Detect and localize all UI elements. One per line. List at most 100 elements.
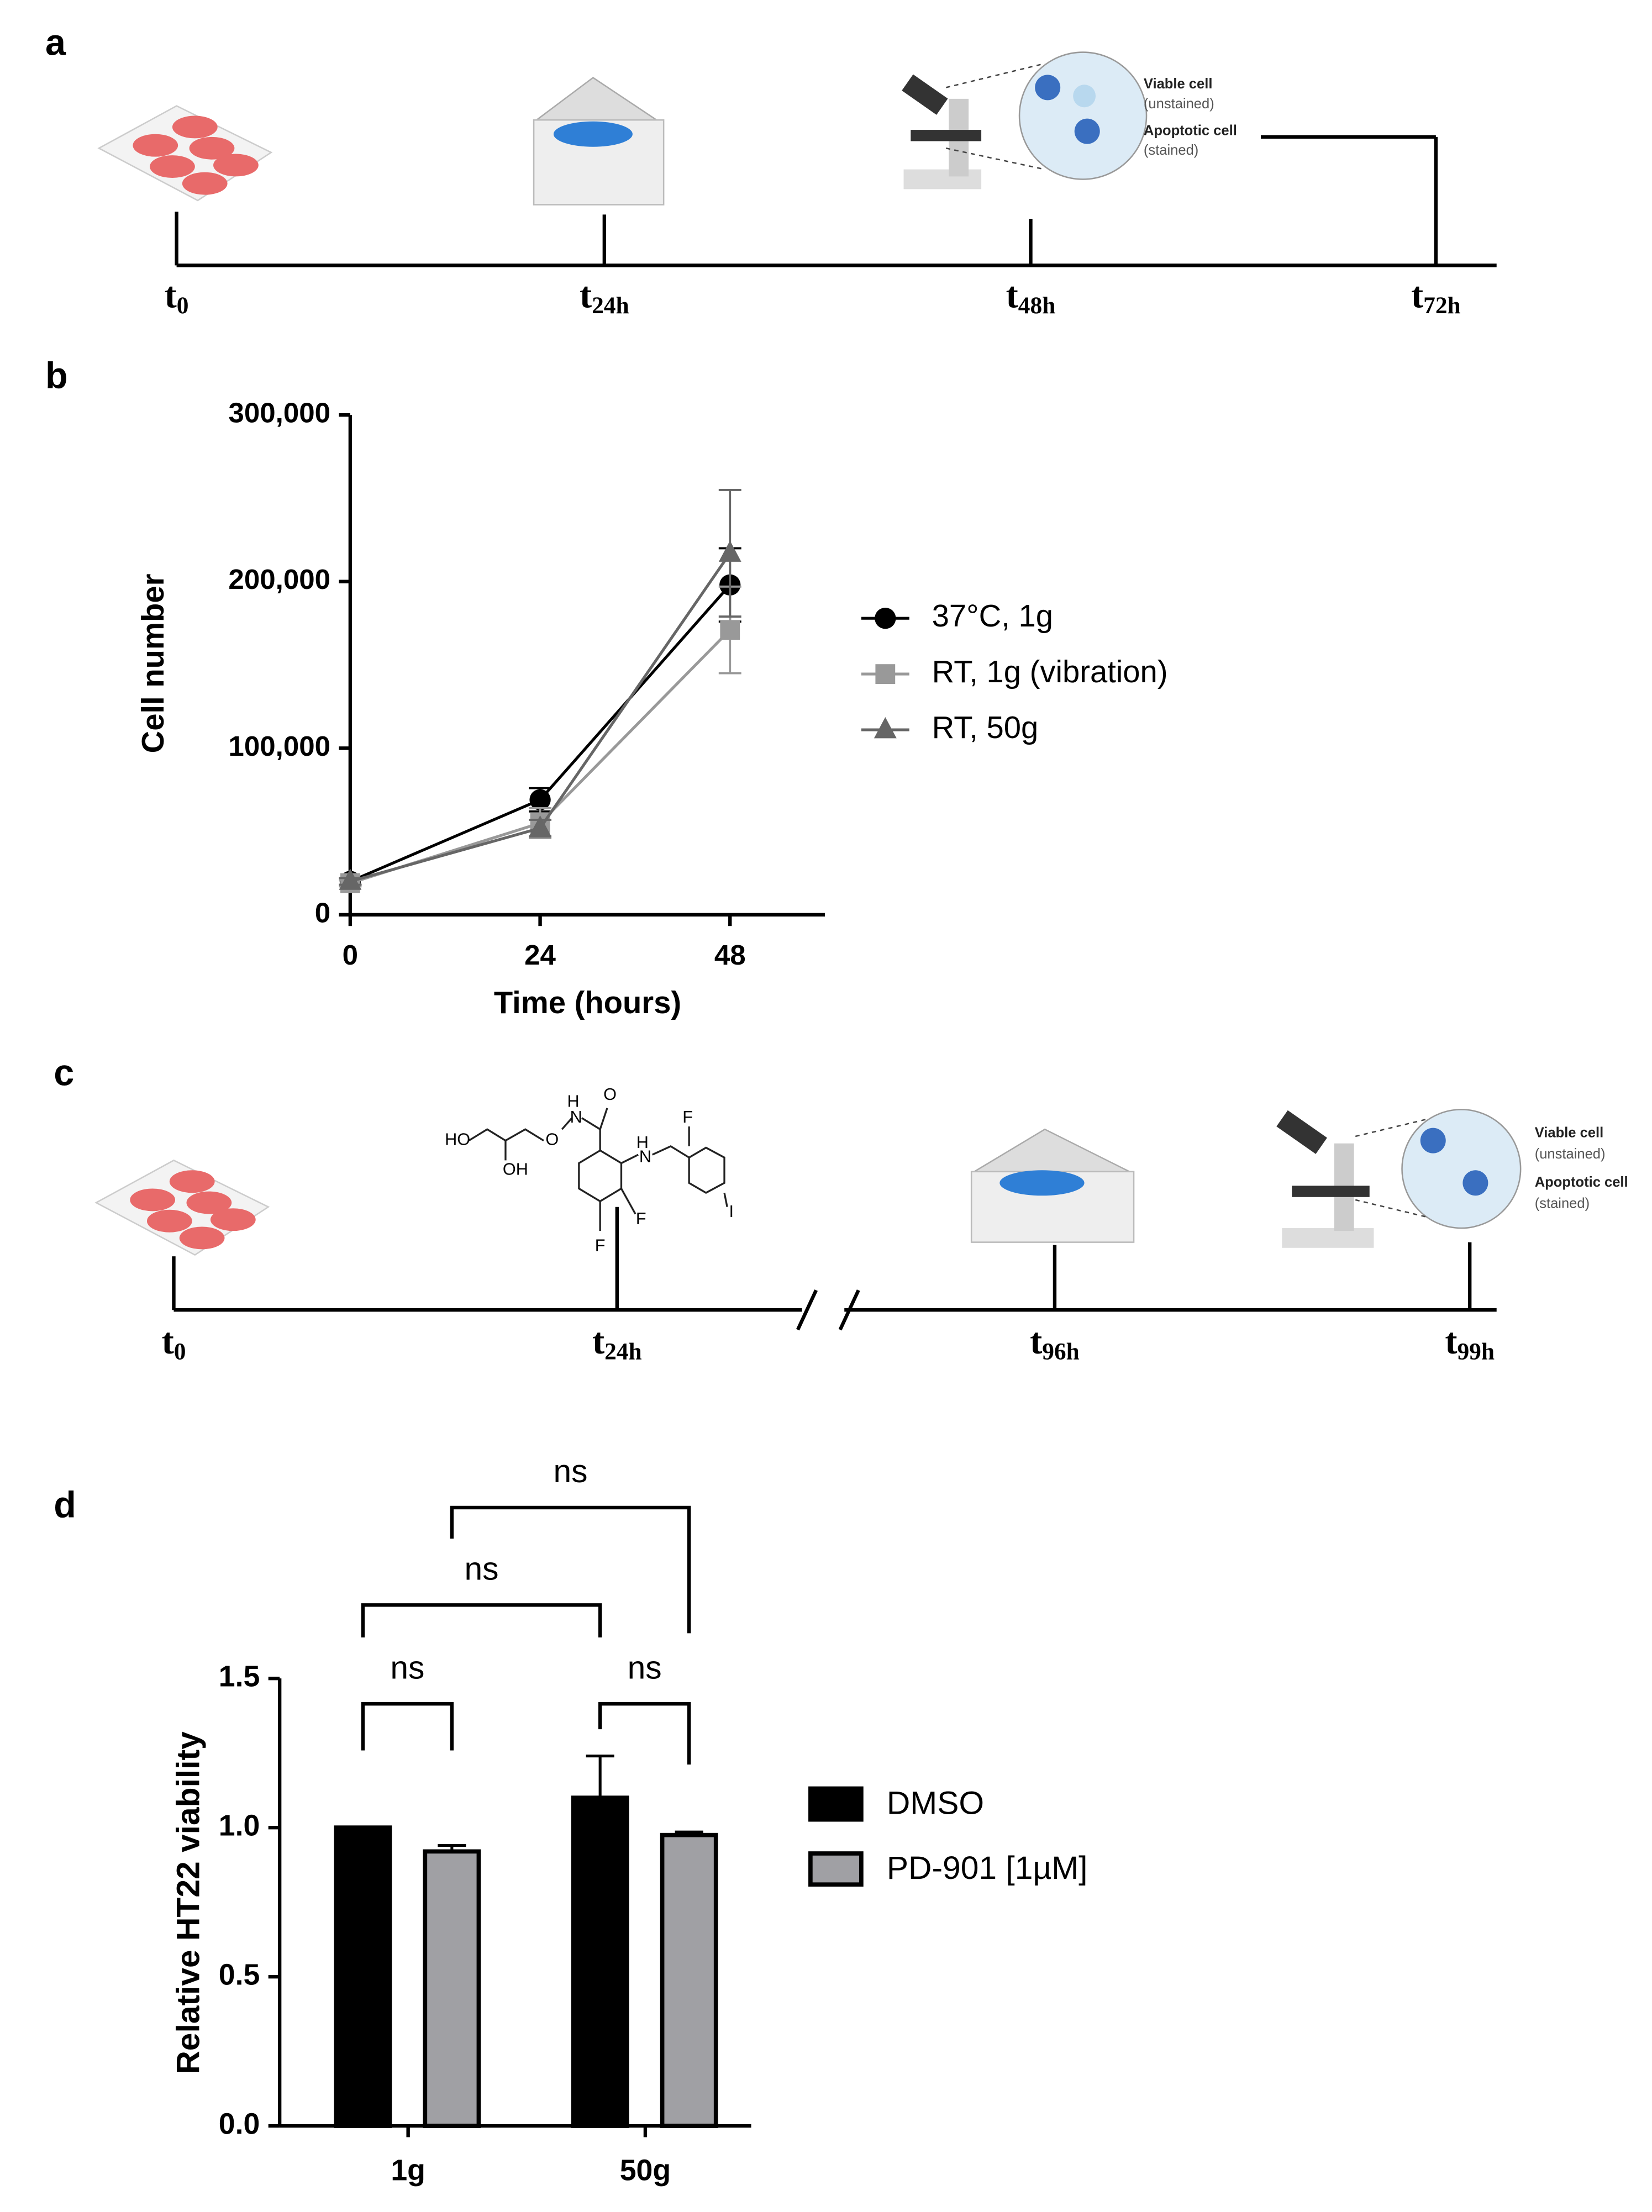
legend-label: DMSO (887, 1786, 984, 1821)
axis-break (838, 1289, 860, 1331)
marker (529, 789, 551, 810)
marker (720, 620, 740, 640)
atom-label: OH (503, 1160, 528, 1178)
label-base: t (162, 1321, 174, 1362)
callout-text: Apoptotic cell (1535, 1175, 1628, 1190)
callout-text: Apoptotic cell (1144, 123, 1237, 138)
bar (423, 1849, 481, 2128)
marker (339, 868, 362, 890)
marker (529, 815, 552, 837)
label-base: t (1411, 276, 1423, 316)
atom-label: F (636, 1209, 646, 1228)
significance-label: ns (628, 1650, 662, 1686)
timeline-label: t24h (592, 1321, 642, 1365)
zoom-line (1355, 1199, 1427, 1218)
label-base: t (580, 276, 592, 316)
atom-label: H (567, 1092, 580, 1111)
x-tick-label: 50g (620, 2154, 671, 2187)
significance-bracket (450, 1505, 691, 1634)
timeline-label: t96h (1030, 1321, 1080, 1365)
y-axis-label: Cell number (135, 573, 170, 753)
x-tick-label: 48 (714, 939, 746, 971)
label-sub: 0 (177, 292, 189, 319)
label-sub: 96h (1042, 1338, 1080, 1365)
significance-bracket (598, 1702, 691, 1765)
y-tick-label: 1.0 (219, 1809, 260, 1842)
significance-label: ns (390, 1650, 424, 1686)
zoom-line (945, 62, 1045, 88)
x-tick-label: 24 (524, 939, 556, 971)
x-axis-label: Time (hours) (494, 985, 681, 1020)
marker (718, 540, 741, 562)
label-sub: 99h (1457, 1338, 1495, 1365)
legend-swatch (808, 1851, 864, 1887)
legend-marker (875, 608, 896, 629)
atom-label: H (636, 1133, 649, 1152)
bar (571, 1795, 629, 2128)
legend-marker (875, 664, 896, 684)
legend-marker (874, 717, 897, 739)
timeline-label: t24h (580, 276, 629, 319)
label-base: t (1006, 276, 1018, 316)
cell (1035, 75, 1061, 101)
cell-view (1018, 51, 1148, 180)
panel-label: b (45, 355, 68, 396)
error-bar (586, 1754, 614, 1798)
significance-bracket (361, 1603, 602, 1638)
atom-label: N (570, 1108, 582, 1126)
y-tick-label: 100,000 (228, 730, 330, 762)
label-base: t (165, 276, 177, 316)
significance-bracket (361, 1702, 454, 1751)
atom-label: F (595, 1236, 606, 1255)
centrifuge (533, 76, 665, 206)
legend-swatch (808, 1786, 864, 1822)
axis-break (796, 1289, 818, 1331)
bar (660, 1832, 718, 2128)
callout-text: (stained) (1144, 143, 1198, 158)
label-base: t (592, 1321, 604, 1362)
callout-text: (unstained) (1535, 1146, 1606, 1162)
legend-label: PD-901 [1µM] (887, 1850, 1088, 1886)
panel-label: d (54, 1485, 76, 1526)
cell (1074, 118, 1100, 144)
microscope (902, 74, 982, 189)
cell (1462, 1170, 1488, 1196)
label-sub: 24h (604, 1338, 642, 1365)
well-plate (94, 1159, 270, 1256)
x-tick-label: 1g (391, 2154, 425, 2187)
atom-label: HO (445, 1130, 470, 1149)
cell (1420, 1128, 1446, 1154)
timeline-label: t0 (162, 1321, 186, 1365)
callout-text: Viable cell (1535, 1125, 1604, 1141)
legend-label: RT, 1g (vibration) (932, 654, 1168, 689)
timeline-label: t99h (1445, 1321, 1495, 1365)
bar (334, 1825, 392, 2128)
panel-label: a (45, 22, 66, 63)
label-sub: 24h (592, 292, 629, 319)
cell-view (1401, 1109, 1522, 1229)
y-axis-label: Relative HT22 viability (171, 1731, 207, 2074)
label-sub: 72h (1423, 292, 1461, 319)
atom-label: O (603, 1085, 617, 1104)
label-sub: 0 (174, 1338, 186, 1365)
significance-label: ns (553, 1453, 587, 1489)
significance-label: ns (464, 1551, 498, 1587)
label-base: t (1030, 1321, 1042, 1362)
y-tick-label: 0.5 (219, 1958, 260, 1991)
zoom-line (1355, 1119, 1427, 1137)
atom-label: I (729, 1202, 734, 1221)
label-sub: 48h (1018, 292, 1056, 319)
timeline-label: t0 (165, 276, 189, 319)
panel-label: c (54, 1053, 74, 1094)
legend-label: RT, 50g (932, 710, 1039, 745)
series-line (350, 629, 732, 884)
timeline-label: t72h (1411, 276, 1461, 319)
atom-label: O (545, 1130, 559, 1149)
microscope (1276, 1110, 1374, 1248)
well-plate (97, 105, 273, 202)
y-tick-label: 1.5 (219, 1660, 260, 1693)
y-tick-label: 0.0 (219, 2107, 260, 2140)
atom-label: N (639, 1147, 651, 1166)
y-tick-label: 200,000 (228, 563, 330, 595)
